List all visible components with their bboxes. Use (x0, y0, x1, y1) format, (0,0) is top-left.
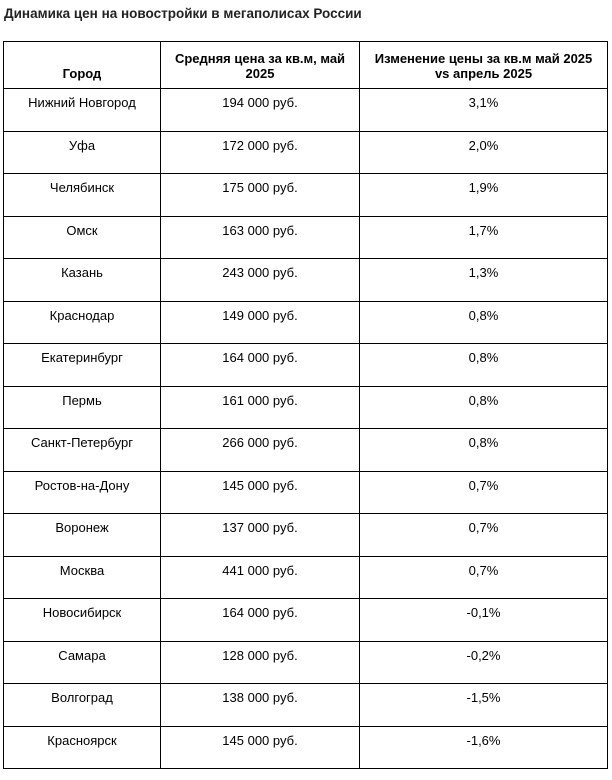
cell-change: 0,7% (359, 555, 608, 599)
cell-price: 266 000 руб. (160, 428, 360, 472)
cell-city: Красноярск (3, 725, 161, 769)
cell-city: Пермь (3, 385, 161, 429)
cell-change: -0,2% (359, 640, 608, 684)
cell-city: Волгоград (3, 683, 161, 727)
cell-price: 164 000 руб. (160, 343, 360, 387)
column-header-price-change: Изменение цены за кв.м май 2025 vs апрел… (359, 41, 608, 89)
table-row: Волгоград 138 000 руб. -1,5% (3, 683, 608, 727)
cell-price: 128 000 руб. (160, 640, 360, 684)
cell-price: 172 000 руб. (160, 130, 360, 174)
table-row: Челябинск 175 000 руб. 1,9% (3, 173, 608, 217)
cell-price: 163 000 руб. (160, 215, 360, 259)
cell-change: 1,3% (359, 258, 608, 302)
table-row: Краснодар 149 000 руб. 0,8% (3, 300, 608, 344)
cell-change: 0,7% (359, 513, 608, 557)
cell-city: Нижний Новгород (3, 88, 161, 132)
cell-price: 194 000 руб. (160, 88, 360, 132)
cell-change: 0,8% (359, 300, 608, 344)
cell-change: 0,8% (359, 343, 608, 387)
table-row: Пермь 161 000 руб. 0,8% (3, 385, 608, 429)
table-row: Новосибирск 164 000 руб. -0,1% (3, 598, 608, 642)
cell-change: 1,7% (359, 215, 608, 259)
cell-price: 164 000 руб. (160, 598, 360, 642)
cell-city: Краснодар (3, 300, 161, 344)
cell-city: Самара (3, 640, 161, 684)
table-body: Нижний Новгород 194 000 руб. 3,1% Уфа 172 00… (3, 88, 608, 769)
cell-city: Челябинск (3, 173, 161, 217)
cell-change: 0,8% (359, 428, 608, 472)
cell-change: 1,9% (359, 173, 608, 217)
cell-change: -1,6% (359, 725, 608, 769)
table-row: Самара 128 000 руб. -0,2% (3, 640, 608, 684)
cell-change: -0,1% (359, 598, 608, 642)
cell-price: 137 000 руб. (160, 513, 360, 557)
cell-price: 161 000 руб. (160, 385, 360, 429)
cell-city: Санкт-Петербург (3, 428, 161, 472)
table-row: Ростов-на-Дону 145 000 руб. 0,7% (3, 470, 608, 514)
table-row: Казань 243 000 руб. 1,3% (3, 258, 608, 302)
column-header-city: Город (3, 41, 161, 89)
cell-price: 175 000 руб. (160, 173, 360, 217)
cell-city: Москва (3, 555, 161, 599)
cell-price: 145 000 руб. (160, 725, 360, 769)
cell-change: -1,5% (359, 683, 608, 727)
cell-city: Уфа (3, 130, 161, 174)
table-row: Уфа 172 000 руб. 2,0% (3, 130, 608, 174)
cell-city: Казань (3, 258, 161, 302)
cell-price: 145 000 руб. (160, 470, 360, 514)
cell-price: 149 000 руб. (160, 300, 360, 344)
cell-price: 441 000 руб. (160, 555, 360, 599)
table-row: Санкт-Петербург 266 000 руб. 0,8% (3, 428, 608, 472)
table-row: Москва 441 000 руб. 0,7% (3, 555, 608, 599)
table-row: Омск 163 000 руб. 1,7% (3, 215, 608, 259)
cell-change: 0,7% (359, 470, 608, 514)
table-row: Екатеринбург 164 000 руб. 0,8% (3, 343, 608, 387)
cell-change: 0,8% (359, 385, 608, 429)
table-row: Нижний Новгород 194 000 руб. 3,1% (3, 88, 608, 132)
cell-change: 2,0% (359, 130, 608, 174)
page-title: Динамика цен на новостройки в мегаполиса… (4, 6, 362, 21)
cell-city: Новосибирск (3, 598, 161, 642)
cell-price: 243 000 руб. (160, 258, 360, 302)
table-row: Красноярск 145 000 руб. -1,6% (3, 725, 608, 769)
cell-city: Воронеж (3, 513, 161, 557)
table-row: Воронеж 137 000 руб. 0,7% (3, 513, 608, 557)
cell-city: Омск (3, 215, 161, 259)
cell-change: 3,1% (359, 88, 608, 132)
price-table: Город Средняя цена за кв.м, май 2025 Изм… (3, 41, 608, 769)
cell-price: 138 000 руб. (160, 683, 360, 727)
column-header-avg-price: Средняя цена за кв.м, май 2025 (160, 41, 360, 89)
cell-city: Ростов-на-Дону (3, 470, 161, 514)
cell-city: Екатеринбург (3, 343, 161, 387)
header-row: Город Средняя цена за кв.м, май 2025 Изм… (3, 41, 608, 89)
